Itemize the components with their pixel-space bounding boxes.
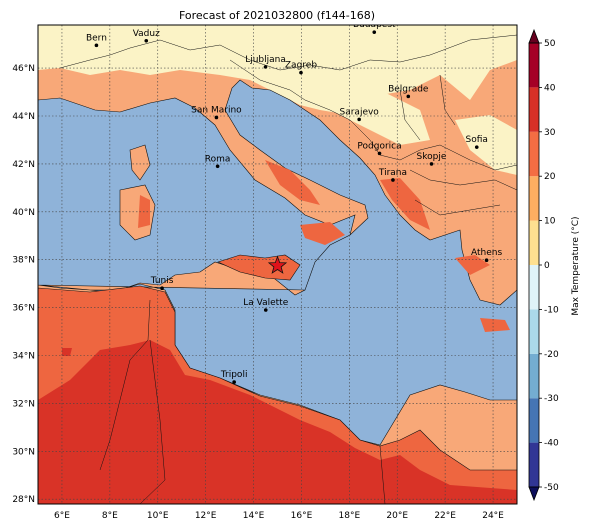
latitude-tick-labels: 28°N 30°N 32°N 34°N 36°N 38°N 40°N 42°N 44°N 46°N	[12, 64, 35, 505]
city-dot	[391, 178, 395, 182]
colorbar-segment	[529, 353, 539, 399]
longitude-tick-labels: 6°E 8°E 10°E 12°E 14°E 16°E 18°E 20°E 22°E 24°E	[54, 511, 504, 521]
land-mild-region	[300, 70, 430, 145]
lat-tick-label: 36°N	[12, 304, 35, 314]
city-dot	[214, 115, 219, 120]
lat-tick-label: 42°N	[12, 160, 35, 170]
colorbar-segment	[529, 131, 539, 177]
colorbar-segment	[529, 398, 539, 443]
city-label: Skopje	[417, 152, 447, 162]
city-dot	[263, 308, 268, 312]
colorbar-tick-label: -30	[544, 394, 559, 404]
star-marker-icon	[267, 255, 288, 274]
city-label: Roma	[205, 154, 231, 164]
city-label: Sofia	[466, 135, 488, 145]
warm-patch	[380, 178, 430, 230]
lat-tick-label: 30°N	[12, 447, 35, 457]
city-label: Zagreb	[285, 61, 317, 71]
city-dot	[215, 164, 220, 169]
city-dot	[484, 258, 489, 262]
city-dot	[372, 30, 377, 34]
colorbar-tick-label: 30	[544, 128, 556, 138]
city-label: Tunis	[150, 276, 174, 286]
city-label: Tirana	[378, 168, 407, 178]
city-label: San Marino	[191, 105, 242, 115]
warm-patch	[455, 255, 490, 275]
colorbar-segment	[529, 43, 539, 88]
figure-title: Forecast of 2021032800 (f144-168)	[179, 9, 375, 22]
city-dot	[406, 94, 411, 99]
colorbar-tick-label: -50	[544, 483, 559, 493]
city-dot	[429, 162, 434, 166]
city-label: Bern	[86, 33, 107, 43]
lon-tick-label: 24°E	[482, 511, 504, 521]
colorbar: -50 -40 -30 -20 -10 0 10 20 30 40 50	[528, 28, 559, 502]
colorbar-tick-label: -40	[544, 439, 559, 449]
city-dot	[474, 145, 479, 149]
map-gridlines	[38, 25, 517, 504]
colorbar-extend-top	[528, 28, 540, 44]
city-dot	[94, 43, 99, 48]
lon-tick-label: 20°E	[386, 511, 408, 521]
city-label: Belgrade	[388, 84, 429, 94]
warm-patch	[62, 348, 72, 356]
city-label: Tripoli	[220, 370, 248, 380]
lon-tick-label: 18°E	[339, 511, 361, 521]
city-dot	[357, 117, 361, 122]
colorbar-label: Max Temperature (°C)	[571, 216, 581, 315]
city-dot	[160, 286, 164, 291]
colorbar-segment	[529, 176, 539, 221]
colorbar-extend-bottom	[528, 486, 540, 502]
lon-tick-label: 6°E	[54, 511, 70, 521]
lon-tick-label: 8°E	[102, 511, 118, 521]
lon-tick-label: 22°E	[434, 511, 456, 521]
lat-tick-label: 34°N	[12, 352, 35, 362]
colorbar-segment	[529, 220, 539, 265]
colorbar-segment	[529, 309, 539, 354]
city-label: Podgorica	[357, 141, 401, 151]
warm-patch	[138, 195, 150, 228]
colorbar-tick-label: 40	[544, 83, 556, 93]
lat-tick-label: 44°N	[12, 112, 35, 122]
colorbar-tick-label: 0	[544, 261, 550, 271]
lat-tick-label: 32°N	[12, 399, 35, 409]
lon-tick-label: 12°E	[195, 511, 217, 521]
city-label: Ljubljana	[245, 55, 286, 65]
lon-tick-label: 10°E	[147, 511, 169, 521]
colorbar-tick-label: 20	[544, 172, 556, 182]
warm-patch	[300, 222, 345, 245]
map-frame	[37, 24, 518, 505]
lat-tick-label: 40°N	[12, 208, 35, 218]
colorbar-segment	[529, 442, 539, 487]
city-label: La Valette	[243, 298, 288, 308]
lat-tick-label: 38°N	[12, 256, 35, 266]
city-dot	[377, 151, 382, 156]
city-dot	[232, 380, 236, 384]
colorbar-tick-label: -20	[544, 350, 559, 360]
country-borders	[59, 34, 517, 504]
lon-tick-label: 14°E	[243, 511, 265, 521]
land-mild-region	[455, 115, 517, 175]
colorbar-tick-label: 10	[544, 217, 556, 227]
city-label: Sarajevo	[340, 107, 380, 117]
warm-patch	[480, 318, 510, 332]
lat-tick-label: 28°N	[12, 495, 35, 505]
lat-tick-label: 46°N	[12, 64, 35, 74]
lon-tick-label: 16°E	[291, 511, 313, 521]
colorbar-segment	[529, 265, 539, 310]
city-dot	[299, 70, 303, 75]
colorbar-segment	[529, 87, 539, 132]
city-label: Athens	[471, 248, 502, 258]
city-dot	[263, 65, 268, 69]
colorbar-tick-label: 50	[544, 39, 556, 49]
city-label: Vaduz	[133, 29, 160, 39]
city-dot	[144, 39, 149, 43]
city-label: Budapest	[353, 20, 396, 30]
colorbar-tick-label: -10	[544, 305, 559, 315]
warm-patch	[265, 160, 320, 205]
